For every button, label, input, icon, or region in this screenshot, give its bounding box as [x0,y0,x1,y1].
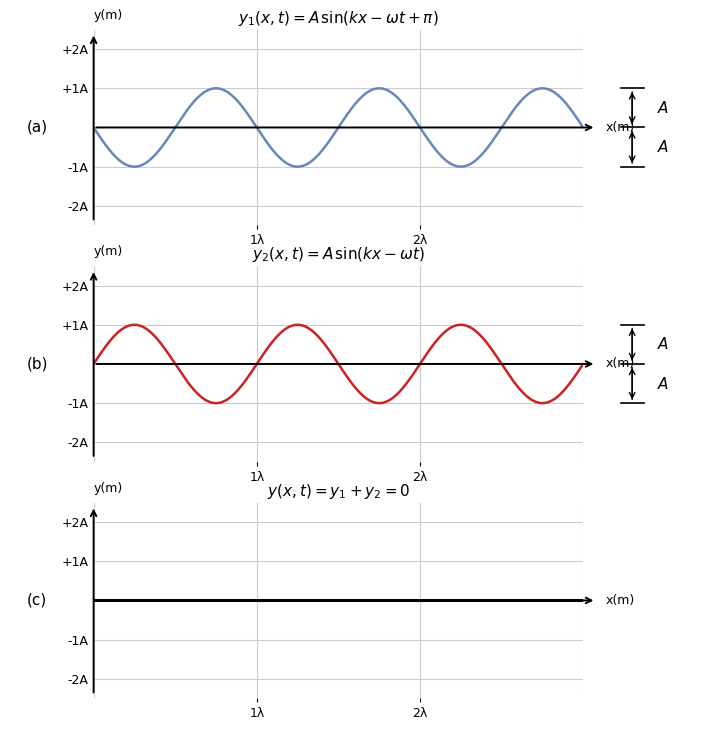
Text: y(m): y(m) [94,9,123,21]
Title: $y_2(x, t) = A\,\sin(kx - \omega t)$: $y_2(x, t) = A\,\sin(kx - \omega t)$ [252,245,425,264]
Text: x(m): x(m) [606,594,635,607]
Text: y(m): y(m) [94,482,123,494]
Title: $y_1(x, t) = A\,\sin(kx - \omega t + \pi)$: $y_1(x, t) = A\,\sin(kx - \omega t + \pi… [238,9,438,27]
Text: x(m): x(m) [606,358,635,370]
Text: $A$: $A$ [657,139,669,155]
Title: $y(x, t) = y_1 + y_2 = 0$: $y(x, t) = y_1 + y_2 = 0$ [266,482,410,500]
Text: (c): (c) [27,593,48,608]
Text: y(m): y(m) [94,245,123,258]
Text: (b): (b) [27,356,48,372]
Text: x(m): x(m) [606,121,635,134]
Text: $A$: $A$ [657,336,669,353]
Text: (a): (a) [27,120,48,135]
Text: $A$: $A$ [657,100,669,116]
Text: $A$: $A$ [657,375,669,392]
